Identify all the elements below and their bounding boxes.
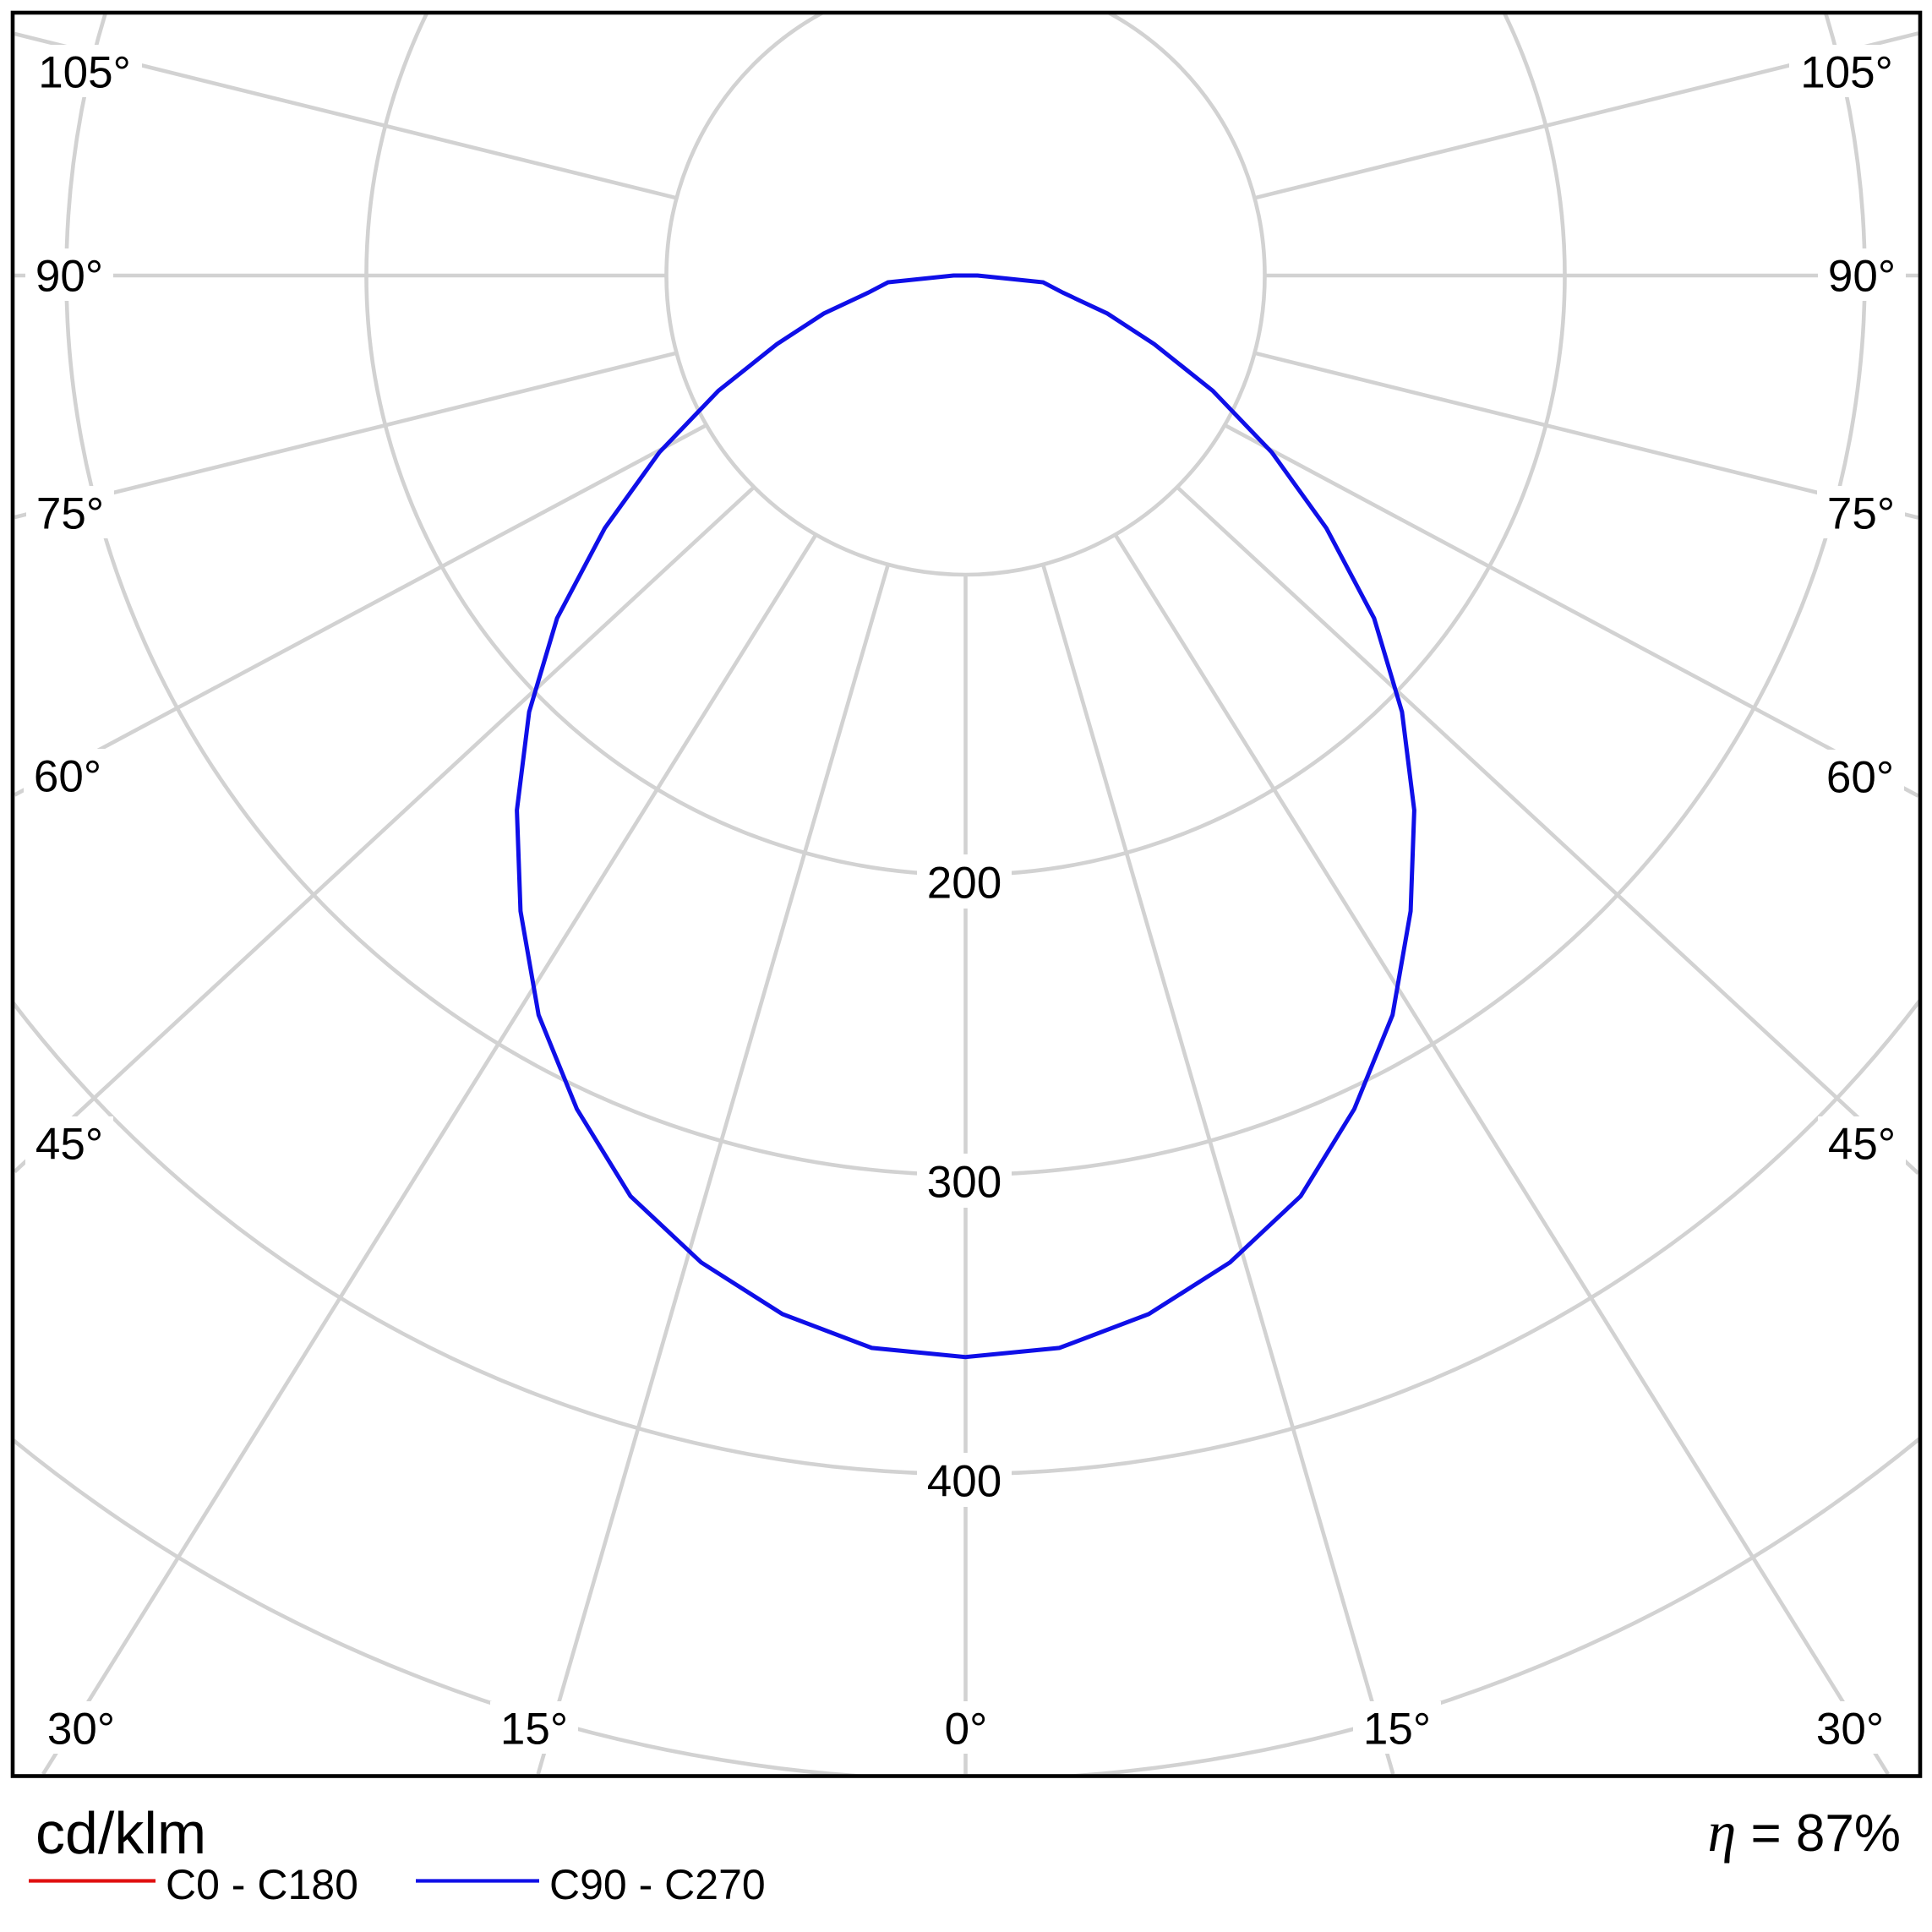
svg-text:105°: 105° bbox=[38, 48, 131, 98]
svg-text:C0 - C180: C0 - C180 bbox=[166, 1861, 358, 1908]
svg-text:400: 400 bbox=[927, 1457, 1001, 1507]
svg-text:75°: 75° bbox=[1827, 489, 1895, 539]
svg-text:105°: 105° bbox=[1800, 48, 1893, 98]
svg-text:C90 - C270: C90 - C270 bbox=[549, 1861, 766, 1908]
svg-text:0°: 0° bbox=[945, 1705, 988, 1755]
svg-text:45°: 45° bbox=[35, 1120, 103, 1170]
svg-text:η = 87%: η = 87% bbox=[1708, 1799, 1901, 1864]
svg-text:60°: 60° bbox=[1826, 753, 1894, 803]
svg-text:90°: 90° bbox=[35, 252, 103, 302]
svg-text:60°: 60° bbox=[34, 752, 101, 802]
svg-text:45°: 45° bbox=[1828, 1120, 1896, 1170]
svg-text:30°: 30° bbox=[47, 1705, 115, 1755]
svg-text:200: 200 bbox=[927, 859, 1001, 909]
svg-text:15°: 15° bbox=[500, 1705, 568, 1755]
svg-text:cd/klm: cd/klm bbox=[35, 1800, 206, 1866]
svg-text:15°: 15° bbox=[1363, 1705, 1431, 1755]
svg-text:300: 300 bbox=[927, 1158, 1001, 1208]
svg-text:90°: 90° bbox=[1828, 252, 1896, 302]
svg-text:75°: 75° bbox=[36, 489, 104, 539]
svg-text:30°: 30° bbox=[1816, 1705, 1884, 1755]
